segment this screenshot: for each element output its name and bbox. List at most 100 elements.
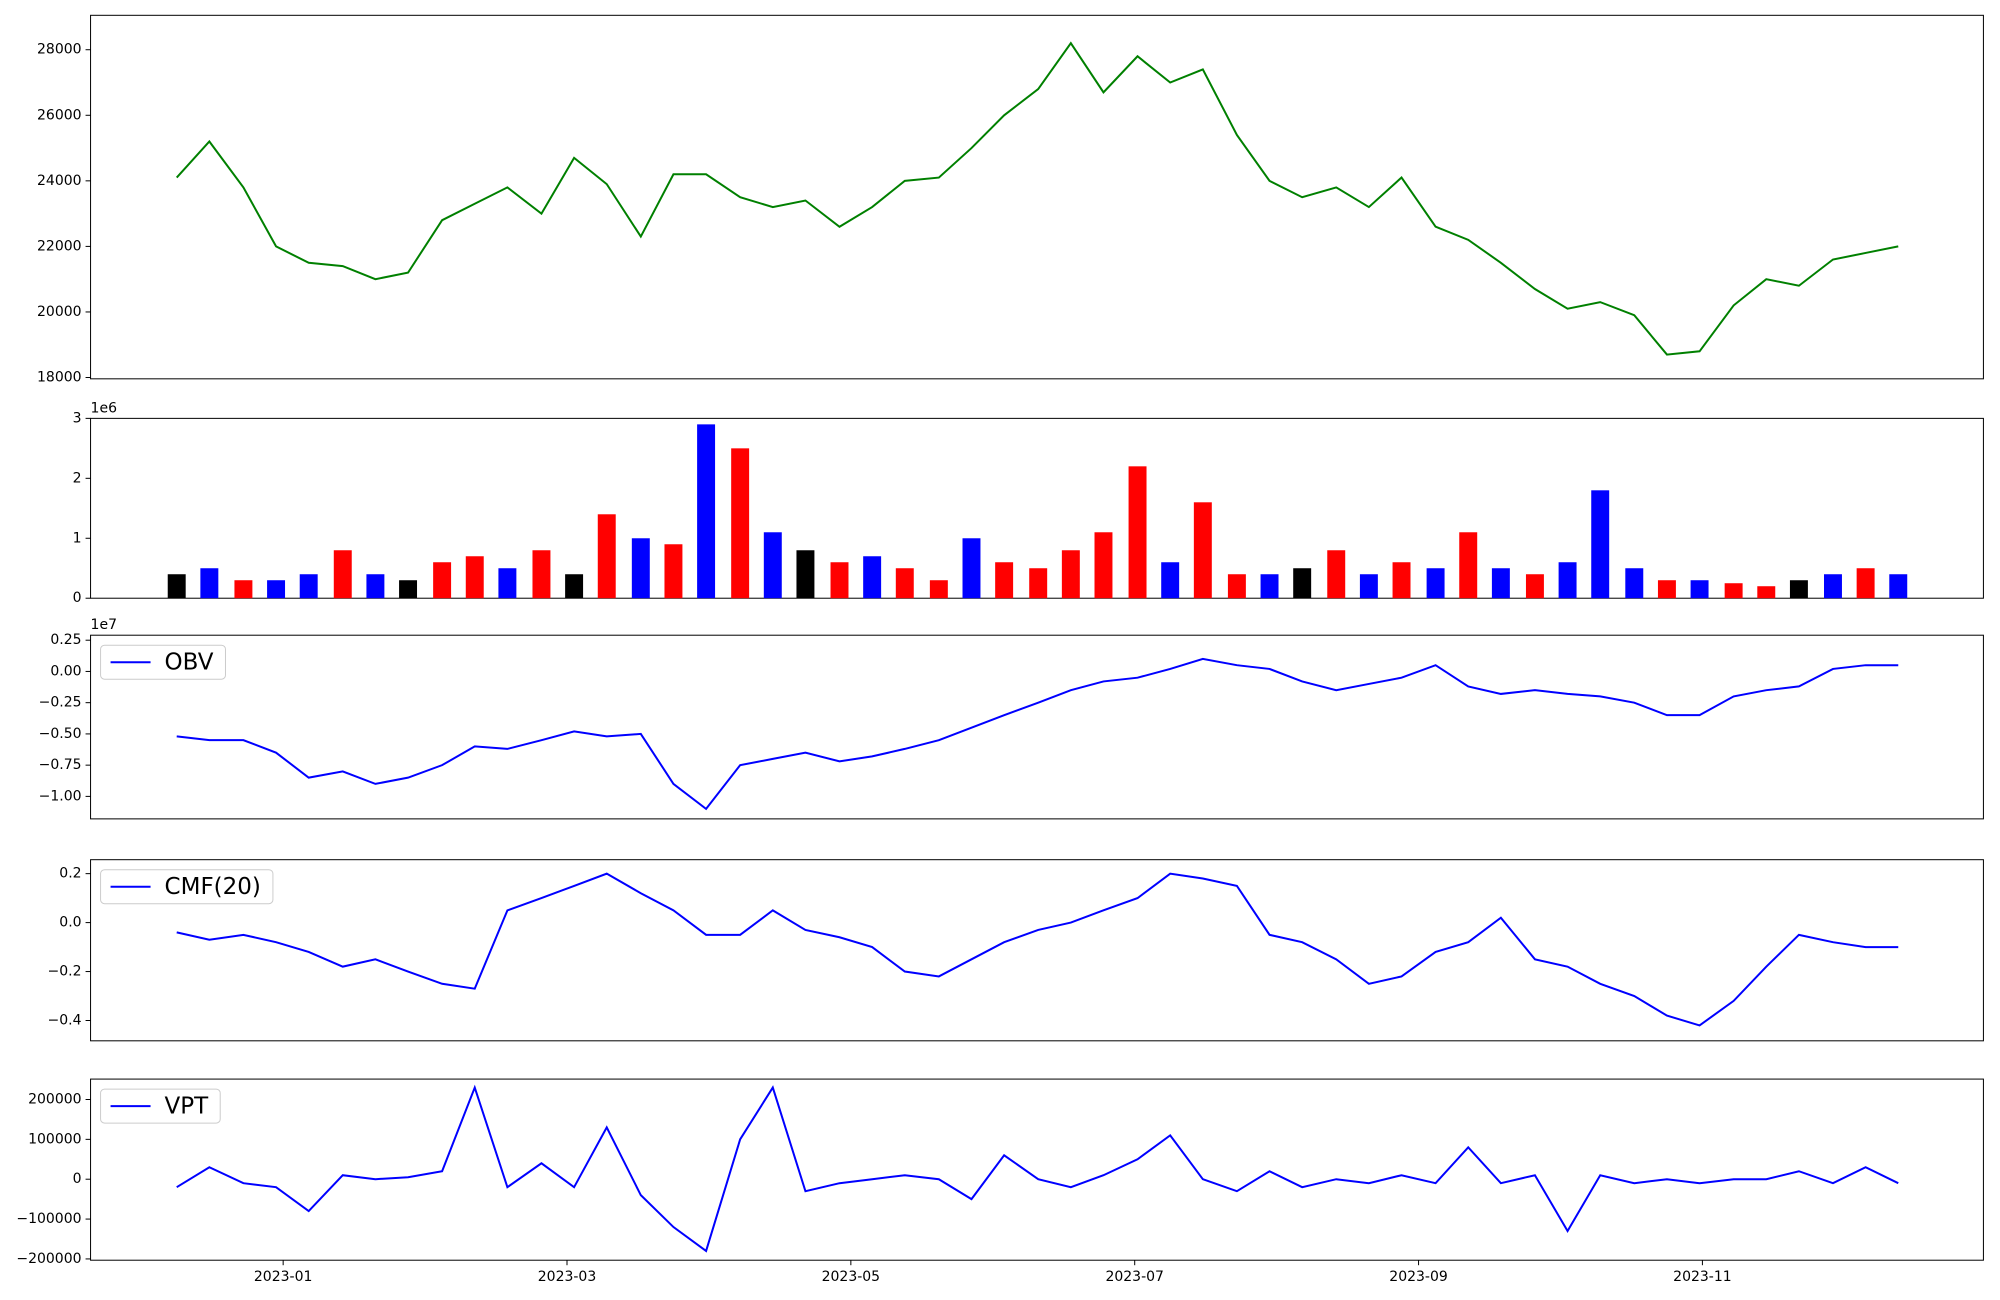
offset-label: 1e7 xyxy=(91,617,117,633)
line xyxy=(175,41,1899,356)
axes-frame xyxy=(90,634,1984,820)
bar xyxy=(433,562,452,599)
bar xyxy=(366,574,385,599)
bar xyxy=(1657,580,1676,599)
bar xyxy=(995,562,1014,599)
y-tick-label: 0 xyxy=(73,590,82,606)
y-tick-label: 2 xyxy=(73,470,82,486)
y-tick-label: 24000 xyxy=(37,173,82,189)
y-tick-label: 1 xyxy=(73,530,82,546)
bar xyxy=(333,550,352,599)
axes-frame xyxy=(90,859,1984,1042)
x-tick-label: 2023-03 xyxy=(538,1269,597,1285)
bar xyxy=(1459,532,1478,599)
legend-box xyxy=(100,644,226,680)
y-tick-label: −1.00 xyxy=(39,788,82,804)
y-tick-label: 0.2 xyxy=(59,866,81,882)
bar xyxy=(1161,562,1180,599)
bar xyxy=(1856,568,1875,599)
y-tick-label: 20000 xyxy=(37,304,82,320)
offset-label: 1e6 xyxy=(91,400,118,416)
bar xyxy=(962,538,981,599)
bar xyxy=(1426,568,1445,599)
bar xyxy=(1757,586,1776,599)
bar xyxy=(796,550,815,599)
bar xyxy=(631,538,650,599)
legend-box xyxy=(100,1088,221,1124)
bar xyxy=(1625,568,1644,599)
bar xyxy=(1128,466,1147,599)
bar xyxy=(565,574,584,599)
x-tick-label: 2023-09 xyxy=(1389,1269,1448,1285)
bar xyxy=(1889,574,1908,599)
legend-label: CMF(20) xyxy=(165,874,261,900)
bar xyxy=(1525,574,1544,599)
y-tick-label: 22000 xyxy=(37,238,82,254)
bar xyxy=(731,448,750,599)
y-tick-label: −0.4 xyxy=(48,1013,82,1029)
bar xyxy=(763,532,782,599)
y-tick-label: −200000 xyxy=(16,1251,81,1267)
y-tick-label: 26000 xyxy=(37,107,82,123)
x-tick-label: 2023-01 xyxy=(254,1269,313,1285)
y-tick-label: 28000 xyxy=(37,42,82,58)
bar xyxy=(399,580,418,599)
bar xyxy=(167,574,186,599)
bar xyxy=(1824,574,1842,599)
bar xyxy=(1789,580,1808,599)
bar xyxy=(532,550,551,599)
y-tick-label: −100000 xyxy=(16,1211,81,1227)
legend-label: VPT xyxy=(165,1094,210,1120)
y-tick-label: 0.00 xyxy=(50,663,81,679)
y-tick-label: 18000 xyxy=(37,370,82,386)
x-tick-label: 2023-11 xyxy=(1673,1269,1732,1285)
bar xyxy=(597,514,616,599)
bar xyxy=(465,556,484,599)
bar xyxy=(1558,562,1577,599)
bar xyxy=(200,568,219,599)
y-tick-label: 0.0 xyxy=(59,915,81,931)
y-tick-label: −0.25 xyxy=(39,695,82,711)
x-tick-label: 2023-07 xyxy=(1105,1269,1164,1285)
legend-label: OBV xyxy=(165,650,214,676)
bar xyxy=(1591,490,1610,599)
bar xyxy=(830,562,849,599)
bar xyxy=(895,568,914,599)
bar xyxy=(1260,574,1279,599)
line xyxy=(176,872,1899,1027)
bar xyxy=(1029,568,1048,599)
line xyxy=(176,657,1899,811)
bar xyxy=(1724,583,1743,599)
line xyxy=(176,1084,1899,1253)
legend-box xyxy=(100,869,274,905)
y-tick-label: 0.25 xyxy=(50,632,81,648)
bar xyxy=(498,568,517,599)
bar xyxy=(863,556,882,599)
y-tick-label: 100000 xyxy=(28,1131,81,1147)
x-tick-label: 2023-05 xyxy=(822,1269,881,1285)
bar xyxy=(1193,502,1212,599)
bar xyxy=(664,544,683,599)
bar xyxy=(234,580,253,599)
y-tick-label: 200000 xyxy=(28,1091,81,1107)
bar xyxy=(1227,574,1246,599)
bar xyxy=(1327,550,1346,599)
y-tick-label: −0.75 xyxy=(39,757,82,773)
bar xyxy=(697,424,716,599)
bar xyxy=(1061,550,1080,599)
bar xyxy=(1491,568,1510,599)
bar xyxy=(1690,580,1709,599)
bar xyxy=(267,580,286,599)
bar xyxy=(929,580,948,599)
y-tick-label: −0.2 xyxy=(48,964,82,980)
bar xyxy=(1359,574,1378,599)
bar xyxy=(1094,532,1113,599)
y-tick-label: 0 xyxy=(73,1171,82,1187)
axes-frame xyxy=(90,14,1984,380)
axes-frame xyxy=(90,1078,1984,1261)
y-tick-label: −0.50 xyxy=(39,726,82,742)
bar xyxy=(1293,568,1312,599)
y-tick-label: 3 xyxy=(73,410,82,426)
bar xyxy=(299,574,318,599)
